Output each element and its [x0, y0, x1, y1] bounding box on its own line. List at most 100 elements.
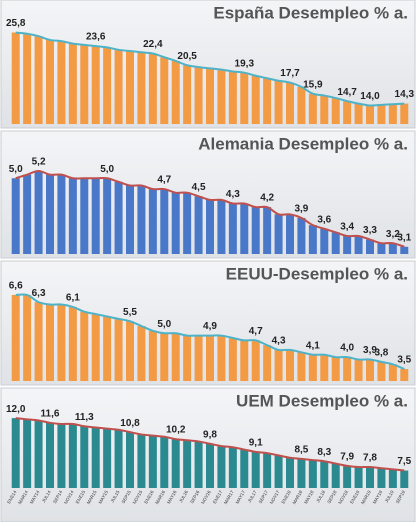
bar	[286, 457, 294, 488]
bar	[343, 465, 352, 488]
value-label: 19,3	[235, 58, 255, 69]
bar	[171, 333, 180, 381]
bar	[148, 435, 157, 488]
bar	[240, 203, 249, 254]
x-tick-label: ENE19	[349, 489, 361, 504]
bar	[354, 235, 363, 254]
value-label: 3,1	[397, 232, 411, 243]
bar	[183, 440, 192, 488]
value-label: 4,1	[306, 340, 320, 351]
bar	[91, 427, 100, 488]
value-label: 4,9	[203, 321, 217, 332]
bar	[400, 103, 409, 124]
bar	[80, 311, 89, 381]
bar	[251, 207, 260, 254]
x-tick-label: MAY19	[372, 489, 384, 504]
bar	[194, 441, 203, 488]
bar	[160, 333, 169, 381]
bar	[251, 340, 260, 381]
value-label: 3,9	[363, 345, 377, 356]
trend-line	[15, 31, 405, 107]
bar	[286, 82, 294, 124]
chart-panel: 25,8 23,6 22,4 20,5 19,3 17,715,9 14,7 14,0 14,3…	[0, 0, 416, 129]
bar	[251, 75, 260, 124]
bar	[286, 349, 294, 381]
x-tick-label: NOV15	[132, 489, 144, 505]
value-label: 9,8	[203, 429, 217, 440]
trend-line	[15, 170, 405, 248]
trend-line	[15, 293, 405, 370]
bar	[366, 105, 374, 124]
bar	[68, 43, 77, 124]
bar	[308, 354, 317, 381]
bar	[171, 192, 180, 254]
bar	[34, 420, 43, 488]
bar	[160, 436, 169, 488]
bar	[171, 439, 180, 488]
bar	[297, 352, 306, 381]
bar	[126, 185, 134, 254]
value-label: 25,8	[6, 18, 26, 29]
value-label: 4,5	[192, 182, 206, 193]
bar	[160, 57, 169, 125]
x-tick-label: SEP14	[52, 489, 64, 504]
bar	[228, 337, 237, 381]
bar	[366, 359, 374, 381]
bar	[11, 178, 20, 254]
x-tick-label: ENE17	[212, 489, 224, 504]
bar	[11, 32, 20, 124]
bar	[183, 335, 192, 381]
bar	[388, 469, 397, 488]
bar	[57, 304, 66, 381]
bar	[194, 196, 203, 254]
x-tick-label: NOV14	[63, 489, 75, 505]
value-label: 9,1	[249, 438, 263, 449]
bar	[126, 432, 134, 488]
bar	[251, 451, 260, 488]
bar	[286, 214, 294, 254]
bar	[263, 78, 272, 124]
value-label: 5,0	[100, 164, 114, 175]
value-label: 5,5	[123, 307, 137, 318]
value-label: 4,7	[157, 175, 171, 186]
value-label: 3,8	[374, 348, 388, 359]
bar	[308, 460, 317, 488]
value-label: 5,2	[32, 157, 46, 168]
bar	[366, 467, 374, 488]
bar	[343, 235, 352, 254]
x-tick-label: SEP19	[395, 489, 407, 504]
bar	[137, 326, 146, 381]
bar	[137, 185, 146, 254]
bar	[388, 364, 397, 381]
bar	[46, 304, 54, 381]
bar	[263, 345, 272, 381]
bar	[194, 67, 203, 124]
value-label: 3,3	[363, 225, 377, 236]
bar	[228, 447, 237, 488]
bar	[91, 178, 100, 254]
bar	[206, 335, 214, 381]
trend-line	[15, 417, 405, 472]
bar	[34, 171, 43, 254]
bar	[194, 335, 203, 381]
bar	[23, 419, 32, 488]
bar	[331, 463, 340, 488]
value-label: 8,3	[317, 447, 331, 458]
bar	[400, 470, 409, 488]
value-label: 6,1	[66, 293, 80, 304]
value-label: 3,9	[294, 204, 308, 215]
bar	[137, 52, 146, 124]
x-tick-label: NOV16	[200, 489, 212, 505]
value-label: 5,0	[157, 319, 171, 330]
value-label: 3,2	[386, 229, 400, 240]
bar	[331, 232, 340, 254]
bar	[57, 423, 66, 488]
bar	[23, 174, 32, 254]
bar	[320, 461, 329, 488]
x-tick-label: JUL16	[178, 489, 189, 503]
value-label: 15,9	[303, 79, 323, 90]
x-tick-label: ENE14	[6, 489, 18, 504]
bar	[297, 86, 306, 124]
bar	[80, 178, 89, 254]
